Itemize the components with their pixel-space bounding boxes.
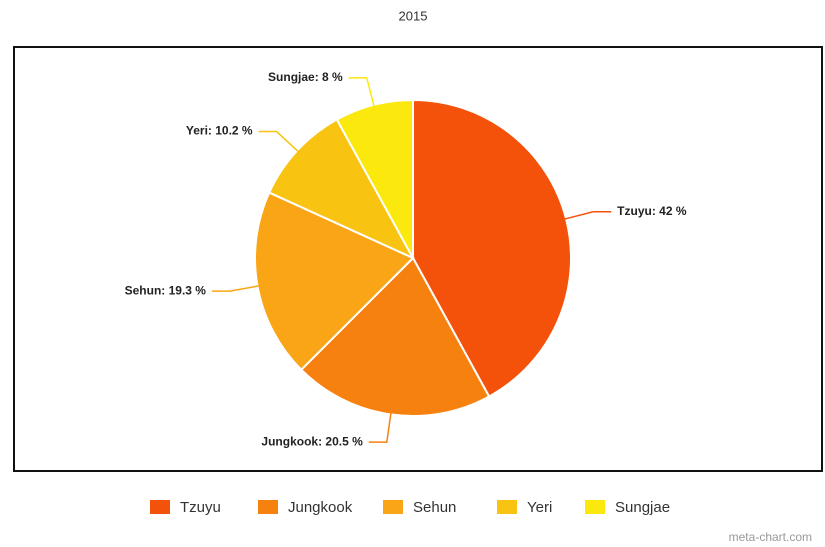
chart-title: 2015: [399, 8, 428, 23]
leader-line: [368, 412, 392, 443]
legend-swatch: [150, 500, 170, 514]
legend-swatch: [585, 500, 605, 514]
legend-swatch: [258, 500, 278, 514]
legend-label: Jungkook: [288, 499, 353, 516]
leader-line: [563, 210, 612, 220]
leader-line: [348, 77, 375, 108]
legend-swatch: [383, 500, 403, 514]
data-label: Jungkook: 20.5 %: [261, 434, 363, 448]
data-label: Tzuyu: 42 %: [617, 204, 687, 218]
legend-label: Tzuyu: [180, 499, 221, 516]
legend-label: Sehun: [413, 499, 456, 516]
data-label: Sehun: 19.3 %: [125, 283, 207, 297]
legend-label: Sungjae: [615, 499, 670, 516]
data-label: Yeri: 10.2 %: [186, 124, 253, 138]
data-label: Sungjae: 8 %: [268, 70, 343, 84]
watermark: meta-chart.com: [729, 530, 812, 544]
leader-line: [258, 130, 300, 153]
legend-label: Yeri: [527, 499, 552, 516]
leader-line: [211, 285, 260, 292]
legend-swatch: [497, 500, 517, 514]
